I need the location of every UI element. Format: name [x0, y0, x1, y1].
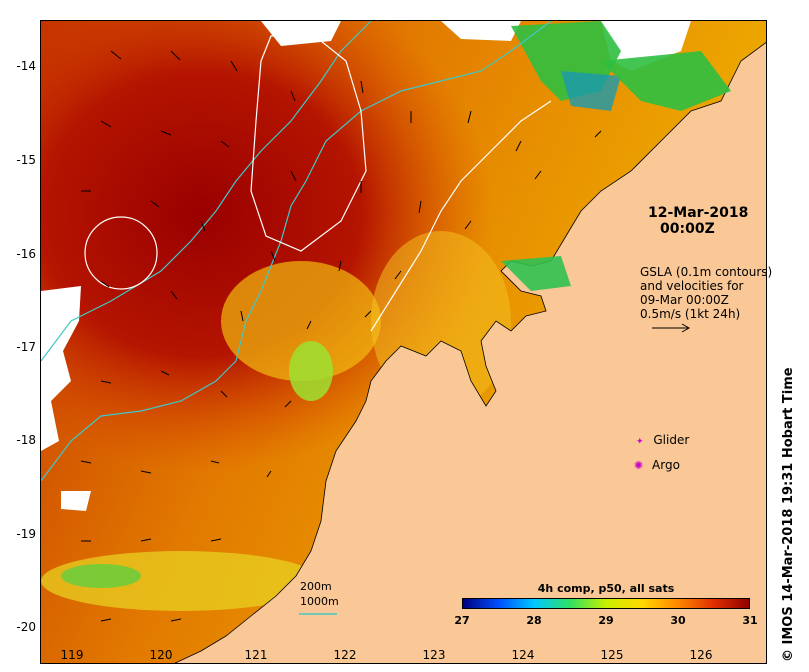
glider-label: Glider — [653, 433, 690, 447]
lat-label: -17 — [16, 340, 36, 354]
isobath-1000m — [41, 21, 552, 482]
date-stamp: 12-Mar-2018 00:00Z — [648, 205, 748, 237]
colorbar-tick: 31 — [742, 614, 758, 627]
colorbar: 4h comp, p50, all sats 27 28 29 30 31 — [454, 582, 757, 627]
lon-label: 124 — [511, 648, 535, 662]
gsla-line: and velocities for — [640, 279, 744, 293]
colorbar-title: 4h comp, p50, all sats — [537, 582, 675, 595]
sea-surface-temperature-map — [40, 20, 767, 664]
sla-contour-line — [370, 100, 552, 332]
stamp-time: 00:00Z — [660, 221, 715, 237]
argo-marker-icon: ✺ — [634, 459, 644, 472]
lat-label: -18 — [16, 433, 36, 447]
no-data-patch — [41, 286, 81, 451]
sla-eddy-contour — [84, 216, 158, 290]
lon-label: 121 — [244, 648, 268, 662]
lon-label: 123 — [422, 648, 446, 662]
lat-label: -16 — [16, 247, 36, 261]
colorbar-gradient — [462, 598, 750, 609]
reference-velocity-arrow — [652, 323, 691, 333]
colorbar-tick: 30 — [670, 614, 686, 627]
lat-label: -20 — [16, 620, 36, 634]
gsla-line: 0.5m/s (1kt 24h) — [640, 307, 741, 321]
stamp-date: 12-Mar-2018 — [648, 205, 749, 221]
lon-label: 119 — [60, 648, 84, 662]
velocity-arrows — [80, 50, 602, 622]
lat-label: -15 — [16, 153, 36, 167]
gsla-line: 09-Mar 00:00Z — [640, 293, 729, 307]
lat-label: -19 — [16, 527, 36, 541]
land-mass — [174, 41, 766, 663]
colorbar-tick: 28 — [526, 614, 542, 627]
colorbar-tick: 29 — [598, 614, 614, 627]
colorbar-tick: 27 — [454, 614, 470, 627]
glider-marker-icon: ✦ — [636, 437, 644, 447]
argo-legend: ✺ Argo — [634, 458, 680, 472]
lon-label: 126 — [689, 648, 713, 662]
imos-timestamp: © IMOS 14-Mar-2018 19:31 Hobart Time — [781, 367, 796, 662]
glider-legend: ✦ Glider — [636, 433, 689, 447]
isobath-200-label: 200m — [300, 580, 332, 593]
gsla-line: GSLA (0.1m contours) — [640, 265, 773, 279]
lon-label: 122 — [333, 648, 357, 662]
lon-label: 125 — [600, 648, 624, 662]
gsla-note: GSLA (0.1m contours) and velocities for … — [640, 265, 772, 321]
lat-label: -14 — [16, 59, 36, 73]
argo-label: Argo — [652, 458, 680, 472]
isobath-1000-label: 1000m — [300, 595, 339, 608]
lon-label: 120 — [149, 648, 173, 662]
